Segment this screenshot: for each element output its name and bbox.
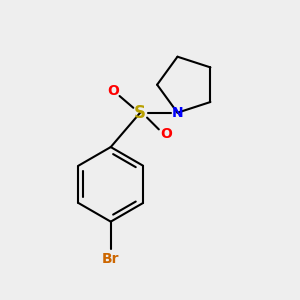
Text: O: O [160, 127, 172, 141]
Text: N: N [172, 106, 183, 120]
Text: S: S [134, 104, 146, 122]
Text: Br: Br [102, 252, 119, 266]
Text: O: O [107, 84, 118, 98]
